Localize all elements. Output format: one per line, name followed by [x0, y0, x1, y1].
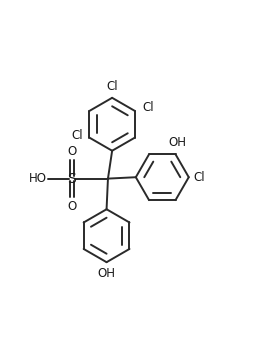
Text: O: O	[67, 199, 76, 212]
Text: O: O	[67, 145, 76, 158]
Text: OH: OH	[168, 136, 186, 149]
Text: Cl: Cl	[71, 129, 83, 142]
Text: HO: HO	[29, 172, 47, 185]
Text: Cl: Cl	[194, 171, 206, 184]
Text: Cl: Cl	[142, 101, 154, 114]
Text: OH: OH	[97, 267, 116, 280]
Text: Cl: Cl	[106, 80, 118, 93]
Text: S: S	[67, 172, 76, 186]
